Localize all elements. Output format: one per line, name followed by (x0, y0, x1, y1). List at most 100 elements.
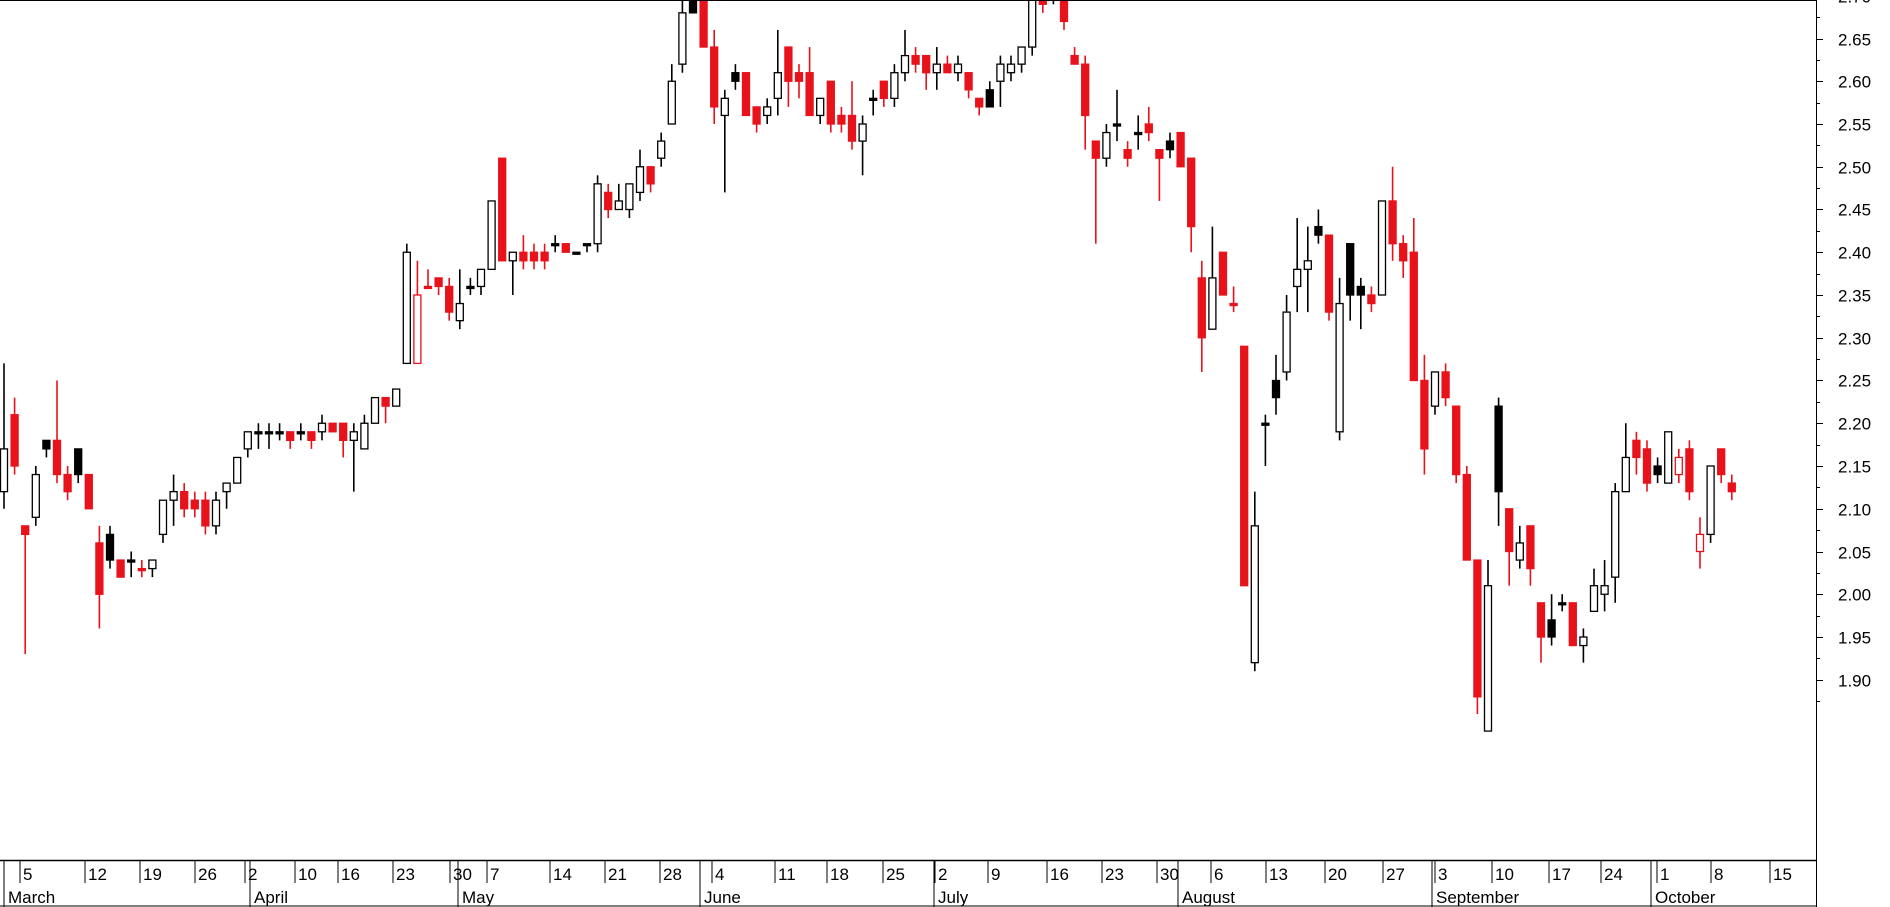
y-tick-label: 2.35 (1838, 287, 1871, 306)
candle-body (911, 54, 920, 65)
week-label: 2 (248, 865, 257, 884)
week-label: 8 (1714, 865, 1723, 884)
candle-body (1006, 63, 1016, 74)
candle-body (211, 499, 221, 527)
candle-body (540, 251, 549, 262)
candle-body (943, 63, 952, 74)
candle-body (1430, 371, 1440, 407)
candle-body (1388, 200, 1397, 245)
week-label: 13 (1269, 865, 1288, 884)
candle-body (1314, 225, 1323, 236)
candle-body (1028, 0, 1037, 48)
candle-body (1717, 448, 1726, 476)
candle-body (1653, 465, 1662, 476)
candle-body (752, 106, 761, 125)
week-label: 27 (1386, 865, 1405, 884)
candle-body (360, 422, 369, 450)
week-label: 19 (143, 865, 162, 884)
candle-body (1324, 234, 1334, 313)
candle-body (837, 114, 846, 125)
candle-body (1409, 251, 1418, 382)
candle-body (1547, 619, 1556, 638)
candle-body (985, 89, 994, 108)
candle-body (816, 97, 825, 117)
candle-body (646, 166, 655, 185)
candle-body (1112, 123, 1122, 127)
y-tick-label: 2.30 (1838, 330, 1871, 349)
week-label: 24 (1604, 865, 1623, 884)
candle-body (1377, 200, 1387, 296)
candle-body (1600, 585, 1609, 595)
candle-body (625, 183, 634, 211)
candle-body (243, 431, 252, 450)
candle-body (190, 499, 199, 510)
month-label: March (8, 888, 55, 907)
candle-body (1303, 260, 1312, 270)
candle-body (1271, 379, 1281, 399)
candle-body (1452, 405, 1461, 476)
candle-body (233, 456, 242, 484)
candle-body (847, 114, 857, 142)
candle-body (10, 414, 19, 467)
candle-body (1664, 431, 1673, 484)
week-label: 4 (715, 865, 724, 884)
candle-body (826, 80, 835, 125)
week-label: 2 (938, 865, 947, 884)
candle-body (890, 72, 899, 99)
candle-body (922, 54, 931, 74)
candle-body (720, 97, 729, 117)
y-tick-label: 1.95 (1838, 629, 1871, 648)
candle-body (1558, 602, 1567, 606)
candle-body (1102, 131, 1111, 159)
x-axis-month-labels: March April May June July August September Octo… (3, 860, 1716, 907)
week-label: 26 (198, 865, 217, 884)
candle-body (1399, 243, 1408, 262)
week-label: 16 (341, 865, 360, 884)
candle-body (1038, 0, 1047, 5)
week-label: 10 (298, 865, 317, 884)
candle-body (95, 542, 104, 595)
candle-body (1197, 277, 1206, 339)
candle-body (1017, 46, 1026, 65)
candle-body (582, 243, 592, 247)
y-tick-label: 2.65 (1838, 31, 1871, 50)
candle-body (1515, 542, 1524, 561)
candle-body (1282, 311, 1291, 373)
candle-body (169, 490, 178, 501)
week-label: 23 (1105, 865, 1124, 884)
candles-layer (0, 0, 1736, 732)
candle-body (74, 448, 83, 476)
week-label: 5 (23, 865, 32, 884)
candle-body (593, 183, 602, 245)
candle-body (1494, 405, 1503, 493)
candle-body (1589, 585, 1599, 613)
candle-body (667, 80, 676, 125)
week-label: 3 (1438, 865, 1447, 884)
candle-body (1367, 294, 1376, 305)
month-label: July (938, 888, 969, 907)
chart-frame (0, 0, 1817, 907)
candle-body (869, 97, 878, 101)
candle-body (784, 46, 793, 82)
candle-body (84, 473, 93, 510)
candle-body (1420, 379, 1429, 450)
candle-body (1218, 251, 1228, 296)
candle-body (1123, 148, 1132, 159)
candle-body (434, 277, 443, 288)
candle-body (370, 396, 380, 424)
candle-body (1081, 63, 1090, 117)
candle-body (498, 157, 507, 262)
candle-body (466, 285, 475, 290)
month-label: June (704, 888, 741, 907)
week-label: 17 (1552, 865, 1571, 884)
candle-body (286, 431, 295, 441)
candle-body (529, 251, 539, 262)
week-label: 18 (830, 865, 849, 884)
candle-body (741, 72, 751, 117)
candle-body (508, 251, 517, 262)
candle-body (328, 422, 337, 433)
candle-body (975, 97, 984, 108)
candle-body (519, 251, 528, 262)
candle-body (1144, 123, 1153, 134)
candle-body (1727, 482, 1736, 493)
